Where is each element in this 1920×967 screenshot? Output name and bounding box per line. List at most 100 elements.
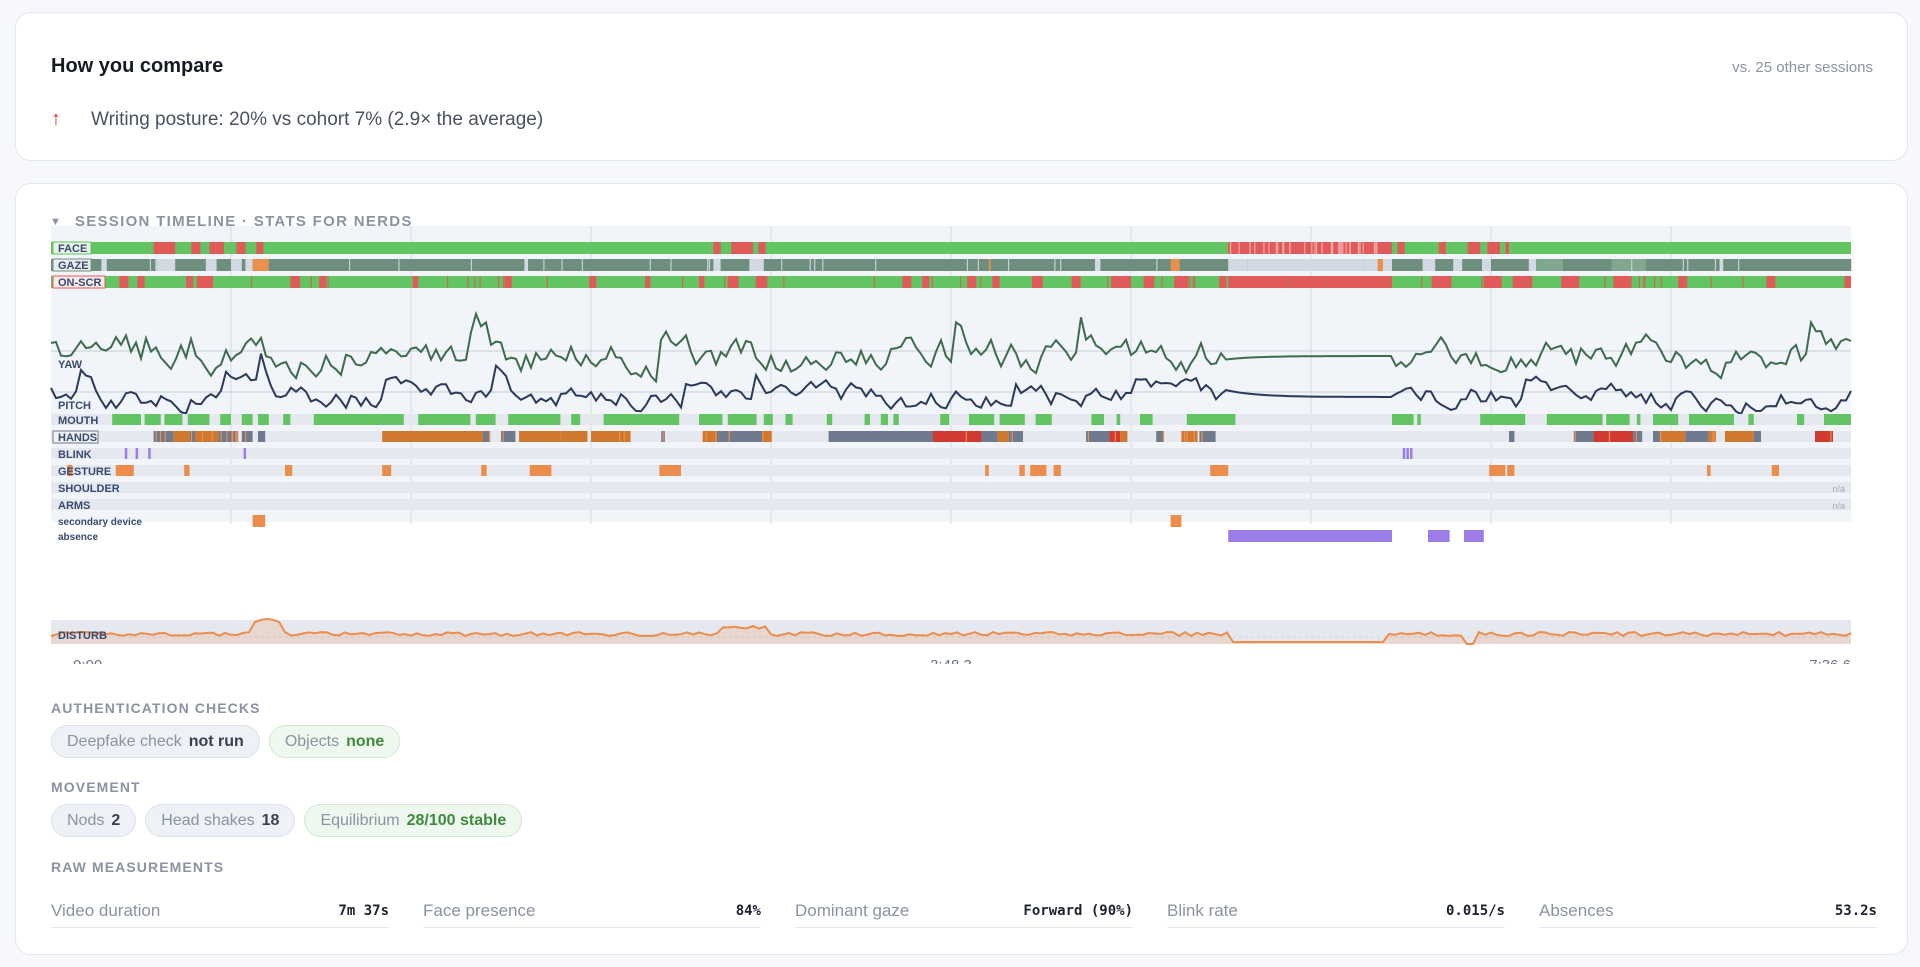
hands-label-box [52, 430, 99, 444]
mouth-segment [1480, 414, 1526, 425]
face-flicker [1330, 242, 1332, 254]
hands-flicker [1162, 431, 1165, 442]
measurement-label: Absences [1539, 900, 1614, 920]
hands-segment [1815, 431, 1833, 442]
gaze-flicker [1738, 259, 1740, 271]
hands-segment [1753, 431, 1761, 442]
hands-segment [1633, 431, 1643, 442]
hands-segment [483, 431, 491, 442]
on-screen-flicker [931, 276, 934, 288]
face-flicker [1338, 242, 1340, 254]
on-screen-away-segment [589, 276, 597, 288]
gaze-flicker [1631, 259, 1633, 271]
gaze-away-segment [1482, 259, 1491, 271]
face-track [51, 242, 1851, 254]
session-timeline-card: ▼ SESSION TIMELINE · STATS FOR NERDS FAC… [15, 183, 1908, 955]
face-flicker [1321, 242, 1323, 254]
face-flicker [1254, 242, 1256, 254]
gaze-flicker [1054, 259, 1056, 271]
on-screen-flicker [1194, 276, 1196, 288]
face-flicker [1340, 242, 1342, 254]
disturb-label: DISTURB [58, 630, 107, 642]
mouth-segment [313, 414, 404, 425]
gesture-segment [1030, 465, 1047, 476]
face-label-box [52, 241, 92, 255]
arms-track [51, 499, 1851, 510]
gaze-flicker [707, 259, 709, 271]
gaze-away-segment [1851, 259, 1852, 271]
on-screen-away-segment [504, 276, 512, 288]
timeline-toggle[interactable]: ▼ SESSION TIMELINE · STATS FOR NERDS [50, 213, 413, 230]
gaze-flicker [1682, 259, 1684, 271]
hands-flicker [1660, 431, 1662, 442]
hands-flicker [190, 431, 193, 442]
hands-flicker [715, 431, 717, 442]
hands-segment [218, 431, 239, 442]
hands-flicker [1830, 431, 1832, 442]
hands-flicker [1011, 431, 1013, 442]
gesture-segment [382, 465, 392, 476]
hands-segment [1660, 431, 1686, 442]
hands-flicker [488, 431, 491, 442]
absence-segment [1228, 530, 1392, 542]
on-screen-away-segment [967, 276, 977, 288]
gesture-segment [1771, 465, 1779, 476]
hands-segment [537, 431, 561, 442]
gaze-label-box [52, 258, 92, 272]
hands-flicker [236, 431, 238, 442]
on-screen-flicker [1288, 276, 1290, 288]
gesture-segment [529, 465, 552, 476]
on-screen-flicker [1189, 276, 1191, 288]
yaw-line [50, 310, 1852, 384]
mouth-segment [1186, 414, 1236, 425]
gaze-away-segment [1453, 259, 1463, 271]
blink-mark [1402, 448, 1406, 459]
face-flicker [1315, 242, 1318, 254]
face-absent-segment [758, 242, 766, 254]
gesture-segment [1489, 465, 1506, 476]
on-screen-flicker [1118, 276, 1120, 288]
hands-segment [1086, 431, 1110, 442]
mouth-segment [1824, 414, 1851, 425]
absence-label: absence [58, 532, 98, 543]
gaze-away-segment [1719, 259, 1724, 271]
session-timeline-chart[interactable]: FACE GAZE ON-SCR YAW PITCH MOUTH HANDS BLINK GES… [16, 184, 1909, 664]
pitch-label: PITCH [58, 400, 91, 412]
on-screen-flicker [1710, 276, 1712, 288]
face-flicker [1277, 242, 1279, 254]
face-flicker [1314, 242, 1316, 254]
hands-segment [1199, 431, 1216, 442]
face-flicker [1230, 242, 1232, 254]
secondary-device-segment [252, 515, 266, 527]
hands-flicker [1608, 431, 1611, 442]
gaze-label: GAZE [58, 260, 89, 272]
on-screen-flicker [1525, 276, 1527, 288]
hands-flicker [1713, 431, 1716, 442]
gesture-segment [1019, 465, 1025, 476]
on-screen-flicker [447, 276, 449, 288]
gesture-segment [184, 465, 190, 476]
hands-segment [195, 431, 219, 442]
auth-chips: Deepfake check not run Objects none [51, 725, 401, 758]
raw-measurements: Video duration 7m 37s Face presence 84% … [51, 894, 1877, 928]
hands-flicker [502, 431, 504, 442]
on-screen-flicker [250, 276, 253, 288]
on-screen-flicker [1385, 276, 1387, 288]
gaze-flicker [822, 259, 824, 271]
on-screen-flicker [682, 276, 684, 288]
gesture-label: GESTURE [58, 466, 111, 478]
face-absent-segment [1467, 242, 1481, 254]
hands-segment [981, 431, 998, 442]
mouth-segment [1689, 414, 1734, 425]
auth-section-title: AUTHENTICATION CHECKS [51, 700, 261, 716]
face-flicker [1249, 242, 1251, 254]
face-absent-segment [256, 242, 264, 254]
gesture-segment [1210, 465, 1229, 476]
measurement-video-duration: Video duration 7m 37s [51, 894, 389, 928]
hands-flicker [201, 431, 204, 442]
compare-item: ↑ Writing posture: 20% vs cohort 7% (2.9… [51, 108, 543, 131]
on-screen-flicker [497, 276, 500, 288]
gaze-segment [1536, 259, 1544, 271]
mouth-segment [1653, 414, 1679, 425]
compare-title: How you compare [51, 55, 224, 77]
